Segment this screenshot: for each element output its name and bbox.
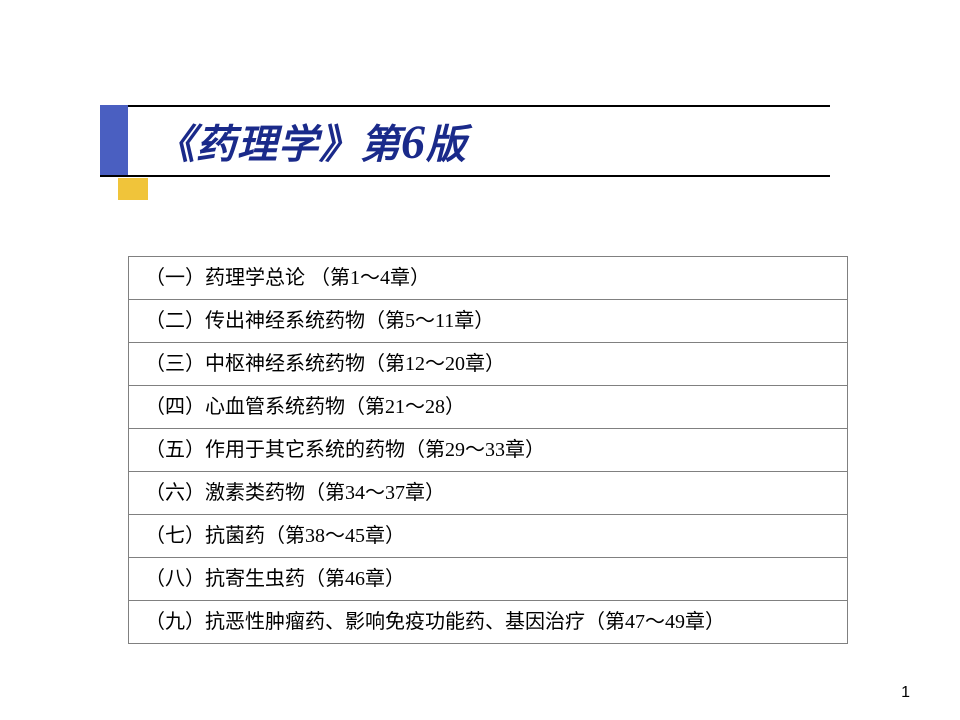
toc-row: （二）传出神经系统药物（第5～11章） <box>128 299 848 342</box>
toc-row: （六）激素类药物（第34～37章） <box>128 471 848 514</box>
slide-title: 《药理学》第6版 <box>155 112 467 170</box>
header-rule-top <box>100 105 830 107</box>
accent-bar-blue <box>100 105 128 175</box>
slide-header: 《药理学》第6版 <box>0 0 960 210</box>
toc-row: （九）抗恶性肿瘤药、影响免疫功能药、基因治疗（第47～49章） <box>128 600 848 644</box>
toc-table: （一）药理学总论 （第1～4章） （二）传出神经系统药物（第5～11章） （三）… <box>128 256 848 644</box>
toc-row: （一）药理学总论 （第1～4章） <box>128 256 848 299</box>
accent-bar-yellow <box>118 178 148 200</box>
toc-row: （四）心血管系统药物（第21～28） <box>128 385 848 428</box>
toc-row: （三）中枢神经系统药物（第12～20章） <box>128 342 848 385</box>
toc-row: （八）抗寄生虫药（第46章） <box>128 557 848 600</box>
header-rule-bottom <box>100 175 830 177</box>
toc-row: （五）作用于其它系统的药物（第29～33章） <box>128 428 848 471</box>
toc-row: （七）抗菌药（第38～45章） <box>128 514 848 557</box>
page-number: 1 <box>901 684 910 702</box>
